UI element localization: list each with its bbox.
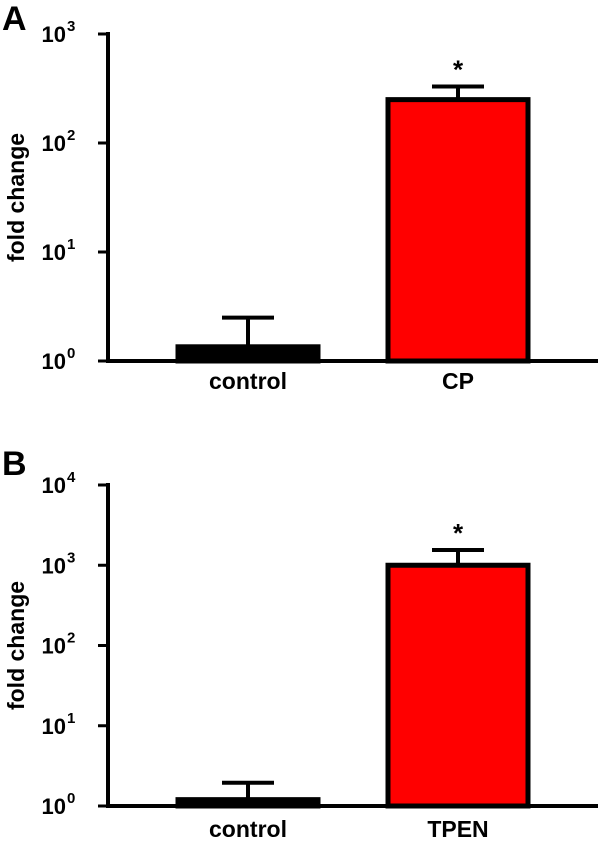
bar-tpen	[385, 562, 531, 809]
category-label: control	[209, 368, 287, 394]
y-axis-label: fold change	[3, 581, 29, 710]
y-tick-exponent: 0	[67, 345, 75, 362]
panel-label: B	[2, 445, 27, 483]
category-label: control	[209, 816, 287, 842]
y-tick-label: 10	[42, 22, 66, 47]
category-label: TPEN	[427, 816, 488, 842]
y-tick-label: 10	[42, 794, 66, 819]
y-tick-label: 10	[42, 473, 66, 498]
y-tick-label: 10	[42, 553, 66, 578]
y-tick-exponent: 1	[67, 236, 75, 253]
category-label: CP	[442, 368, 474, 394]
y-tick-label: 10	[42, 240, 66, 265]
y-axis-label: fold change	[3, 133, 29, 262]
y-tick-label: 10	[42, 131, 66, 156]
bar-control	[175, 344, 321, 364]
y-tick-label: 10	[42, 634, 66, 659]
significance-marker: *	[453, 518, 464, 548]
bar-cp	[385, 97, 531, 364]
panel-label: A	[2, 0, 27, 38]
y-tick-exponent: 3	[67, 18, 75, 35]
y-tick-label: 10	[42, 349, 66, 374]
y-tick-exponent: 2	[67, 127, 75, 144]
y-tick-exponent: 2	[67, 630, 75, 647]
y-tick-exponent: 0	[67, 790, 75, 807]
y-tick-exponent: 3	[67, 549, 75, 566]
y-tick-exponent: 4	[67, 469, 76, 486]
y-tick-exponent: 1	[67, 710, 75, 727]
significance-marker: *	[453, 54, 464, 84]
y-tick-label: 10	[42, 714, 66, 739]
